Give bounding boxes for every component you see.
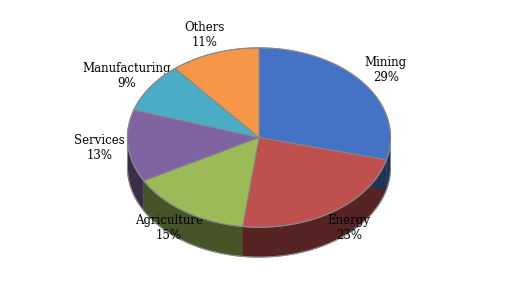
Polygon shape — [242, 160, 386, 257]
Polygon shape — [143, 138, 259, 211]
Polygon shape — [386, 138, 391, 190]
Polygon shape — [143, 138, 259, 211]
Polygon shape — [259, 138, 386, 190]
Text: Mining
29%: Mining 29% — [365, 56, 407, 84]
Polygon shape — [259, 48, 391, 160]
Polygon shape — [134, 68, 259, 138]
Text: Manufacturing
9%: Manufacturing 9% — [82, 62, 170, 90]
Polygon shape — [127, 110, 259, 181]
Polygon shape — [242, 138, 259, 257]
Polygon shape — [127, 138, 143, 211]
Polygon shape — [242, 138, 386, 227]
Polygon shape — [175, 48, 259, 138]
Polygon shape — [143, 181, 242, 257]
Text: Others
11%: Others 11% — [184, 20, 225, 48]
Text: Services
13%: Services 13% — [74, 134, 124, 162]
Polygon shape — [242, 138, 259, 257]
Polygon shape — [259, 138, 386, 190]
Text: Energy
23%: Energy 23% — [328, 214, 371, 242]
Text: Agriculture
15%: Agriculture 15% — [135, 214, 203, 242]
Polygon shape — [143, 138, 259, 227]
